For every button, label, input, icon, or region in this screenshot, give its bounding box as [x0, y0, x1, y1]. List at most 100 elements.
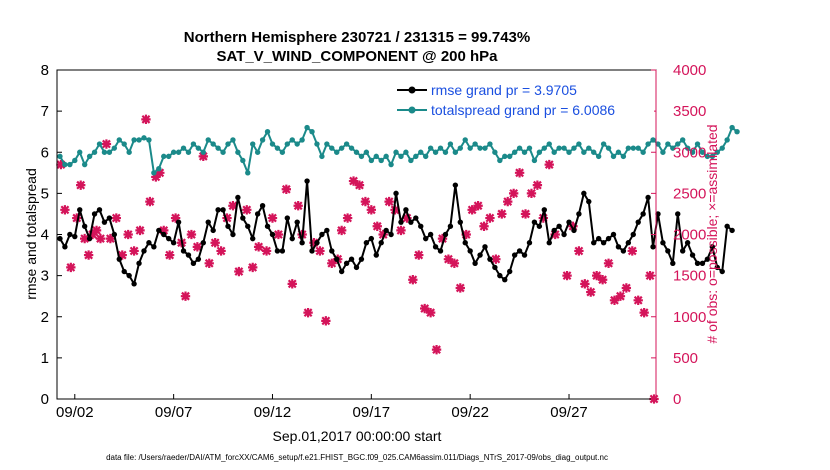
totalspread-point [655, 141, 661, 147]
totalspread-point [605, 145, 612, 151]
obs-assimilated-point [198, 151, 208, 162]
rmse-point [655, 211, 661, 217]
x-tick-label: 09/12 [254, 404, 292, 421]
obs-assimilated-point [503, 196, 513, 207]
y-tick-label: 0 [41, 391, 49, 408]
totalspread-point [679, 137, 686, 143]
totalspread-point [378, 157, 384, 164]
rmse-point [620, 248, 627, 254]
rmse-point [635, 219, 641, 225]
rmse-point [729, 227, 735, 234]
totalspread-point [314, 141, 320, 147]
obs-assimilated-point [508, 188, 519, 199]
rmse-point [595, 235, 602, 242]
obs-assimilated-point [627, 246, 637, 256]
totalspread-point [151, 170, 157, 176]
obs-assimilated-point [281, 184, 291, 194]
obs-assimilated-point [105, 233, 116, 244]
totalspread-point [675, 141, 681, 147]
rmse-point [492, 264, 498, 271]
rmse-point [442, 231, 449, 238]
totalspread-point [595, 153, 602, 160]
totalspread-point [338, 145, 345, 151]
totalspread-point [398, 153, 404, 160]
totalspread-point [353, 149, 360, 155]
obs-assimilated-point [180, 291, 191, 301]
rmse-point [146, 240, 152, 246]
totalspread-point [373, 153, 379, 160]
obs-assimilated-point [597, 275, 608, 285]
totalspread-point [180, 145, 187, 151]
totalspread-point [620, 153, 627, 160]
totalspread-point [195, 145, 202, 151]
totalspread-point [427, 145, 434, 151]
rmse-point [581, 190, 587, 197]
totalspread-point [719, 145, 725, 151]
y-tick-label: 7 [41, 103, 49, 120]
totalspread-point [279, 149, 286, 155]
obs-assimilated-point [491, 254, 501, 264]
totalspread-point [591, 149, 597, 155]
totalspread-point [462, 137, 468, 143]
rmse-point [447, 223, 454, 229]
obs-assimilated-point [609, 295, 620, 305]
y-tick-label: 3 [41, 268, 49, 285]
rmse-point [684, 240, 691, 246]
rmse-point [383, 227, 389, 234]
x-tick-label: 09/17 [353, 404, 391, 421]
obs-assimilated-point [287, 279, 297, 289]
totalspread-point [72, 157, 78, 164]
rmse-point [591, 240, 597, 246]
totalspread-point [170, 149, 177, 155]
totalspread-point [116, 137, 122, 143]
obs-assimilated-point [303, 307, 313, 318]
y2-tick-label: 2500 [673, 185, 706, 202]
rmse-point [185, 252, 192, 258]
totalspread-point [393, 149, 399, 155]
obs-assimilated-point [414, 250, 424, 260]
chart-subtitle: SAT_V_WIND_COMPONENT @ 200 hPa [216, 48, 498, 65]
totalspread-point [240, 157, 246, 164]
rmse-point [507, 268, 513, 275]
rmse-point [679, 248, 686, 254]
totalspread-point [432, 149, 439, 155]
x-tick-label: 09/07 [155, 404, 193, 421]
totalspread-point [146, 137, 152, 143]
totalspread-point [200, 149, 206, 155]
y-tick-label: 6 [41, 144, 49, 161]
obs-assimilated-point [87, 229, 98, 240]
rmse-point [62, 244, 68, 250]
legend-marker-rmse [408, 86, 416, 94]
rmse-point [96, 207, 103, 213]
obs-assimilated-point [485, 213, 495, 223]
obs-assimilated-point [117, 250, 127, 260]
totalspread-point [141, 135, 147, 141]
rmse-point [571, 227, 577, 234]
totalspread-point [650, 137, 656, 143]
obs-assimilated-point [354, 180, 365, 190]
obs-assimilated-point [111, 213, 121, 223]
totalspread-point [477, 145, 483, 151]
totalspread-point [581, 149, 587, 155]
totalspread-point [457, 145, 463, 151]
rmse-point [274, 248, 281, 254]
obs-assimilated-point [66, 262, 76, 273]
obs-assimilated-point [155, 168, 165, 178]
obs-assimilated-point [159, 225, 169, 236]
rmse-point [343, 260, 350, 266]
totalspread-point [507, 153, 513, 160]
rmse-point [225, 223, 231, 229]
obs-assimilated-point [56, 159, 66, 170]
rmse-point [605, 235, 612, 242]
totalspread-point [289, 137, 295, 143]
totalspread-point [536, 149, 543, 155]
rmse-point [502, 277, 508, 283]
totalspread-point [511, 149, 518, 155]
totalspread-point [665, 141, 671, 147]
obs-assimilated-point [342, 213, 353, 223]
totalspread-point [447, 141, 454, 147]
totalspread-point [294, 141, 300, 147]
totalspread-point [670, 145, 676, 151]
x-tick-label: 09/27 [550, 404, 588, 421]
rmse-point [314, 240, 320, 246]
